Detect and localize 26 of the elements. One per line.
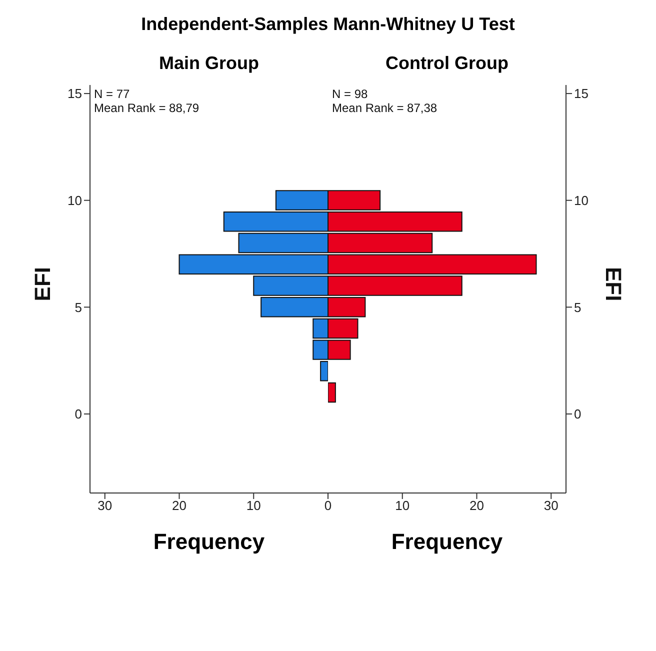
x-axis-title: Frequency bbox=[152, 529, 266, 555]
y-tick-label: 5 bbox=[74, 300, 82, 315]
annotation: Mean Rank = 87,38 bbox=[332, 101, 438, 115]
x-tick-label: 20 bbox=[172, 498, 186, 514]
chart-title: Independent-Samples Mann-Whitney U Test bbox=[140, 14, 516, 35]
chart-subtitle: Main Group bbox=[158, 53, 260, 75]
y-axis-title: EFI bbox=[30, 267, 56, 302]
y-tick-label: 10 bbox=[574, 192, 588, 208]
x-tick-label: 30 bbox=[98, 498, 112, 514]
annotation: N = 98 bbox=[332, 87, 369, 101]
y-tick-label: 0 bbox=[74, 406, 82, 422]
y-axis-title: EFI bbox=[600, 267, 626, 302]
x-tick-label: 0 bbox=[324, 498, 332, 514]
x-tick-label: 10 bbox=[395, 498, 410, 514]
y-tick-label: 10 bbox=[68, 192, 82, 208]
x-axis-title: Frequency bbox=[390, 529, 504, 555]
y-tick-label: 5 bbox=[574, 300, 582, 315]
annotation: Mean Rank = 88,79 bbox=[94, 101, 200, 115]
y-tick-label: 0 bbox=[574, 406, 582, 422]
x-tick-label: 10 bbox=[246, 498, 261, 514]
y-tick-label: 15 bbox=[574, 86, 588, 102]
x-tick-label: 20 bbox=[470, 498, 484, 514]
chart-subtitle: Control Group bbox=[384, 53, 510, 75]
annotation: N = 77 bbox=[94, 87, 131, 101]
y-tick-label: 15 bbox=[68, 86, 82, 102]
x-tick-label: 30 bbox=[544, 498, 558, 514]
